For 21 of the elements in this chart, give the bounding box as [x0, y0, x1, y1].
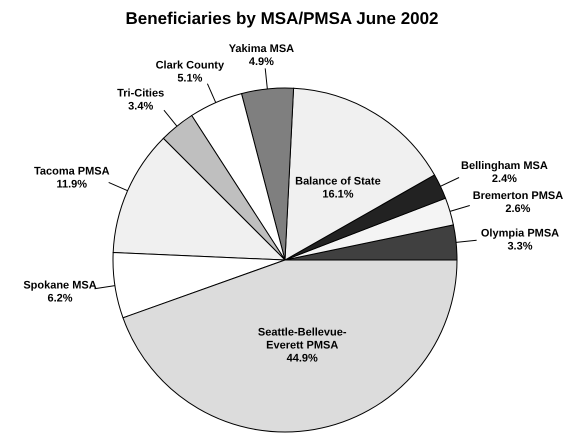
data-label: 6.2%	[47, 292, 73, 304]
slice-label: Clark County	[156, 59, 225, 72]
data-label: 44.9%	[286, 352, 318, 365]
slice-label: Tacoma PMSA	[34, 165, 110, 178]
data-label: 11.9%	[56, 178, 88, 190]
slice-label: Bellingham MSA	[461, 160, 548, 172]
slice-label: Yakima MSA	[228, 42, 294, 55]
data-label: 3.4%	[128, 100, 154, 113]
slice-label: Balance of State	[295, 175, 381, 188]
slice-label: Spokane MSA	[23, 279, 97, 292]
slice-label: Tri-Cities	[117, 88, 164, 100]
chart-title: Beneficiaries by MSA/PMSA June 2002	[125, 9, 439, 28]
data-label: 2.6%	[505, 203, 531, 216]
data-label: 2.4%	[492, 173, 518, 186]
data-label: 16.1%	[322, 188, 354, 200]
data-label: 5.1%	[177, 72, 203, 84]
slice-label: Olympia PMSA	[480, 227, 560, 240]
slice-label: Bremerton PMSA	[472, 190, 564, 202]
data-label: 3.3%	[507, 240, 533, 252]
slice-label: Seattle-Bellevue-Everett PMSA	[258, 326, 347, 352]
data-label: 4.9%	[248, 56, 274, 68]
